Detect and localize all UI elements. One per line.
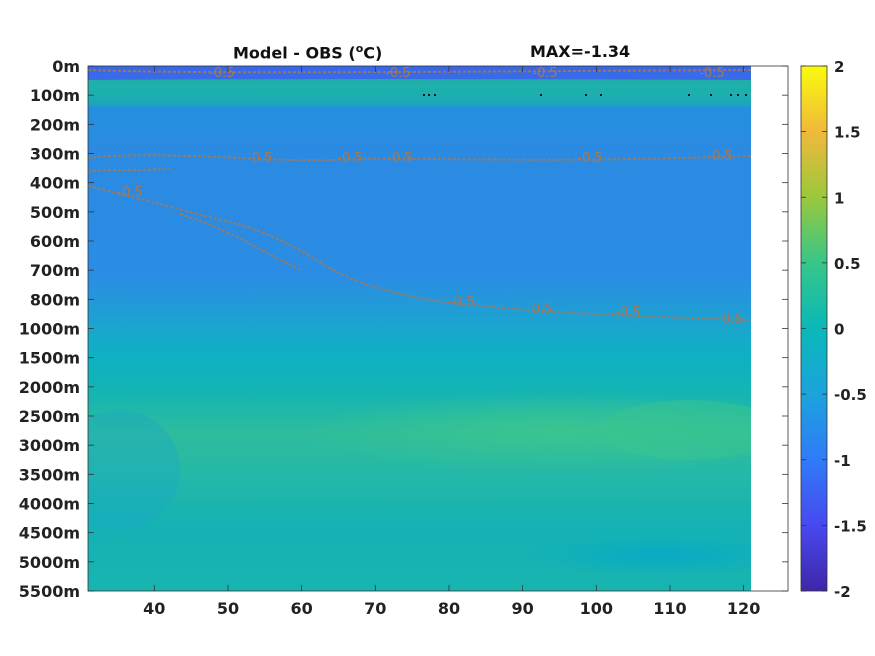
colorbar-tick-label: 2 [834, 58, 844, 76]
marker-dot [600, 94, 602, 96]
contour-label: -0.5 [717, 312, 742, 327]
contour-line [88, 69, 751, 74]
x-tick-label: 100 [580, 599, 613, 618]
y-tick-label: 1000m [19, 320, 80, 339]
y-tick-label: 5000m [19, 553, 80, 572]
x-tick-label: 120 [727, 599, 760, 618]
contour-label: -0.5 [577, 151, 602, 166]
colorbar-tick-label: -2 [834, 583, 851, 601]
marker-dot [428, 94, 430, 96]
y-tick-label: 5500m [19, 582, 80, 601]
contour-label: -0.5 [615, 305, 640, 320]
colorbar-tick-label: 1 [834, 189, 844, 207]
y-tick-label: 4000m [19, 495, 80, 514]
contour-label: -0.5 [707, 149, 732, 164]
surface-band [88, 66, 751, 80]
marker-dot [688, 94, 690, 96]
y-tick-label: 300m [30, 145, 80, 164]
y-tick-label: 400m [30, 174, 80, 193]
colorbar-ticks: 2 1.5 1 0.5 0 -0.5 -1 -1.5 -2 [801, 58, 867, 601]
y-tick-label: 2500m [19, 407, 80, 426]
colorbar-tick-label: -0.5 [834, 386, 867, 404]
colorbar-tick-label: -1 [834, 452, 851, 470]
y-tick-label: 1500m [19, 349, 80, 368]
marker-dot [730, 94, 732, 96]
contour-line [88, 154, 751, 162]
y-tick-label: 3000m [19, 436, 80, 455]
y-tick-label: 700m [30, 261, 80, 280]
warm-anomaly-region [300, 392, 751, 472]
marker-dot [540, 94, 542, 96]
x-tick-label: 60 [291, 599, 313, 618]
colorbar-tick-label: 1.5 [834, 124, 861, 142]
field-gradient [88, 66, 751, 591]
chart-title: Model - OBS (oC) [233, 42, 383, 63]
contour-label: -0.5 [699, 66, 724, 81]
y-tick-label: 2000m [19, 378, 80, 397]
contour-label: -0.5 [532, 66, 557, 81]
x-tick-label: 110 [653, 599, 686, 618]
marker-dot [710, 94, 712, 96]
contour-label: -0.5 [385, 66, 410, 81]
coastal-region [88, 410, 180, 530]
y-tick-label: 4500m [19, 524, 80, 543]
y-tick-label: 500m [30, 203, 80, 222]
temperature-field [88, 66, 751, 591]
y-axis: 0m 100m 200m 300m 400m 500m 600m 700m 800m 1000m 1… [19, 57, 788, 601]
contour-label: -0.5 [387, 151, 412, 166]
contour-label: -0.5 [527, 302, 552, 317]
colorbar-tick-label: 0.5 [834, 255, 861, 273]
marker-dot [423, 94, 425, 96]
colorbar-tick-label: -1.5 [834, 517, 867, 535]
y-tick-label: 3500m [19, 465, 80, 484]
contour-label: -0.5 [247, 151, 272, 166]
x-tick-label: 40 [143, 599, 165, 618]
marker-dot [745, 94, 747, 96]
y-tick-label: 200m [30, 115, 80, 134]
y-tick-label: 600m [30, 232, 80, 251]
cool-anomaly-region [520, 535, 751, 575]
marker-dot [434, 94, 436, 96]
y-tick-label: 800m [30, 290, 80, 309]
layer-100m-band [88, 88, 751, 106]
marker-dot [737, 94, 739, 96]
marker-dot [585, 94, 587, 96]
contour-label: -0.5 [449, 295, 474, 310]
y-tick-label: 0m [52, 57, 80, 76]
contour-line [179, 213, 301, 271]
x-axis: 40 50 60 70 80 90 100 110 120 [143, 66, 760, 618]
y-tick-label: 100m [30, 86, 80, 105]
x-tick-label: 70 [364, 599, 386, 618]
x-tick-label: 50 [217, 599, 239, 618]
contour-label: -0.5 [209, 66, 234, 81]
warm-anomaly-core [600, 400, 751, 460]
contour-label: -0.5 [337, 151, 362, 166]
max-label: MAX=-1.34 [530, 42, 631, 61]
x-tick-label: 90 [512, 599, 534, 618]
contour-label: -0.5 [117, 185, 142, 200]
x-tick-label: 80 [438, 599, 460, 618]
colorbar-tick-label: 0 [834, 321, 844, 339]
contour-line [88, 167, 171, 173]
